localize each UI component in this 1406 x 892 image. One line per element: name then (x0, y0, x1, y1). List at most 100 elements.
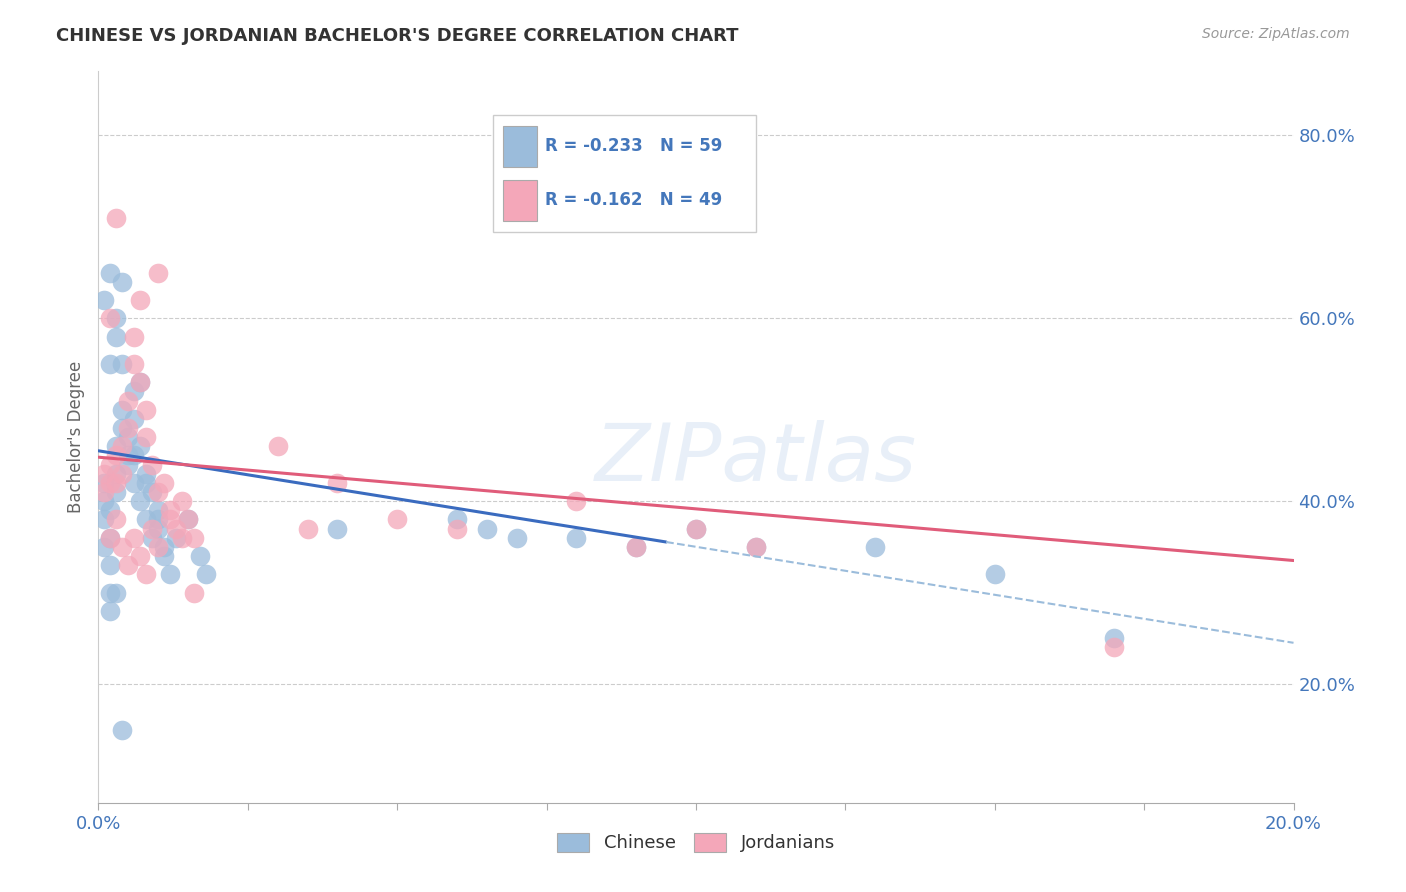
Point (141, 458, 163, 472)
Point (111, 540, 134, 554)
Point (117, 458, 139, 472)
Point (105, 585, 128, 599)
Point (159, 567, 181, 582)
Point (129, 375, 152, 389)
Point (93, 494, 115, 508)
Point (148, 485, 170, 500)
Point (153, 475, 176, 490)
Point (98, 531, 122, 545)
Point (117, 558, 139, 573)
Point (129, 494, 152, 508)
Point (93, 485, 115, 500)
Point (129, 293, 152, 307)
Point (153, 549, 176, 563)
Point (105, 467, 128, 481)
Point (111, 357, 134, 371)
Point (326, 475, 349, 490)
Point (111, 467, 134, 481)
Point (135, 475, 157, 490)
Point (297, 521, 319, 535)
Point (1104, 632, 1126, 646)
Point (165, 521, 187, 535)
Point (141, 521, 163, 535)
Point (98, 357, 122, 371)
Point (124, 357, 146, 371)
Point (111, 439, 134, 453)
Point (98, 266, 122, 280)
Point (195, 567, 218, 582)
Y-axis label: Bachelor's Degree: Bachelor's Degree (66, 361, 84, 513)
Point (129, 549, 152, 563)
Point (98, 558, 122, 573)
Point (124, 329, 146, 343)
Point (141, 531, 163, 545)
Point (148, 540, 170, 554)
Point (984, 567, 1007, 582)
Point (446, 521, 468, 535)
Point (326, 521, 349, 535)
Point (148, 521, 170, 535)
Point (626, 540, 648, 554)
Point (188, 549, 211, 563)
Point (93, 540, 115, 554)
Point (165, 531, 187, 545)
Point (117, 421, 139, 435)
Point (98, 585, 122, 599)
Point (148, 512, 170, 526)
Point (111, 723, 134, 737)
Point (98, 604, 122, 618)
Point (183, 585, 205, 599)
Legend: Chinese, Jordanians: Chinese, Jordanians (550, 826, 842, 860)
Point (565, 494, 588, 508)
Point (111, 402, 134, 417)
Point (93, 512, 115, 526)
Point (172, 494, 194, 508)
Point (98, 311, 122, 326)
Point (148, 503, 170, 517)
Point (111, 275, 134, 289)
Point (105, 311, 128, 326)
Point (745, 540, 768, 554)
Point (105, 211, 128, 225)
Point (105, 439, 128, 453)
Point (153, 540, 176, 554)
Point (1104, 640, 1126, 655)
Point (98, 503, 122, 517)
Point (135, 467, 157, 481)
Point (135, 512, 157, 526)
Point (93, 475, 115, 490)
Point (565, 531, 588, 545)
Point (141, 485, 163, 500)
Point (135, 567, 157, 582)
Point (129, 439, 152, 453)
Point (745, 540, 768, 554)
Point (124, 384, 146, 399)
Point (183, 531, 205, 545)
Point (626, 540, 648, 554)
Point (124, 448, 146, 462)
Point (129, 375, 152, 389)
Text: Source: ZipAtlas.com: Source: ZipAtlas.com (1202, 27, 1350, 41)
Point (98, 531, 122, 545)
Point (98, 475, 122, 490)
Point (98, 458, 122, 472)
Point (105, 475, 128, 490)
Point (124, 531, 146, 545)
Point (385, 512, 409, 526)
Point (172, 531, 194, 545)
Text: CHINESE VS JORDANIAN BACHELOR'S DEGREE CORRELATION CHART: CHINESE VS JORDANIAN BACHELOR'S DEGREE C… (56, 27, 738, 45)
Point (117, 448, 139, 462)
Point (124, 412, 146, 426)
Point (159, 512, 181, 526)
Point (446, 512, 468, 526)
Point (117, 430, 139, 444)
Point (159, 503, 181, 517)
Point (135, 402, 157, 417)
Text: ZIPatlas: ZIPatlas (595, 420, 917, 498)
Point (177, 512, 200, 526)
Point (135, 430, 157, 444)
Point (93, 467, 115, 481)
Point (506, 531, 529, 545)
Point (105, 485, 128, 500)
Point (105, 448, 128, 462)
